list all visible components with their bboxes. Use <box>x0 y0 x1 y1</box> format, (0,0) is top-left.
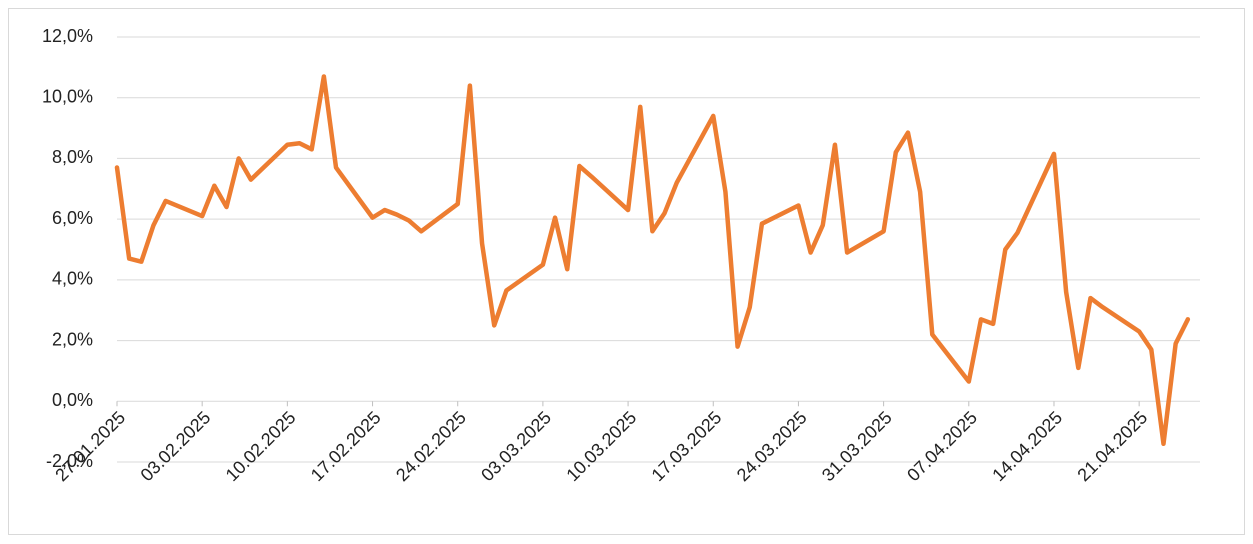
y-tick-label: 4,0% <box>52 269 93 289</box>
y-tick-label: -2,0% <box>46 451 93 471</box>
y-tick-label: 0,0% <box>52 390 93 410</box>
y-tick-label: 8,0% <box>52 147 93 167</box>
y-tick-label: 2,0% <box>52 329 93 349</box>
chart-border <box>8 8 1245 535</box>
y-tick-label: 12,0% <box>42 26 93 46</box>
line-series <box>114 74 1191 447</box>
y-tick-label: 10,0% <box>42 86 93 106</box>
y-tick-label: 6,0% <box>52 208 93 228</box>
